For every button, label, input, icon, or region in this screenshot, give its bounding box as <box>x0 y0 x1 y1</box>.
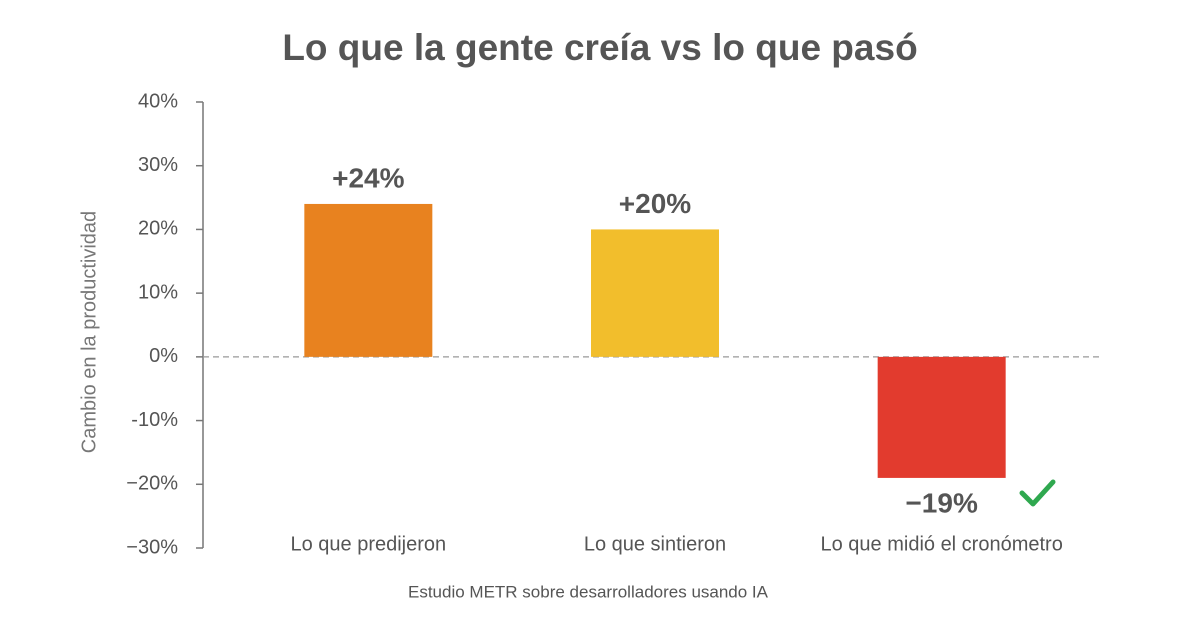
source-note: Estudio METR sobre desarrolladores usand… <box>408 582 769 601</box>
value-label: +20% <box>619 188 691 219</box>
y-axis-label: Cambio en la productividad <box>78 211 100 453</box>
x-tick-label: Lo que predijeron <box>290 533 446 555</box>
bar <box>877 356 1006 478</box>
value-label: −19% <box>905 487 977 518</box>
x-tick-label: Lo que sintieron <box>584 533 726 555</box>
y-tick-label: 30% <box>138 154 178 176</box>
y-tick-label: −30% <box>126 536 178 558</box>
y-tick-label: 40% <box>138 90 178 112</box>
y-tick-label: −20% <box>126 473 178 495</box>
x-tick-label: Lo que midió el cronómetro <box>820 533 1062 555</box>
bar <box>591 229 719 357</box>
y-tick-label: 20% <box>138 218 178 240</box>
chart-title: Lo que la gente creía vs lo que pasó <box>282 27 917 68</box>
value-label: +24% <box>332 162 404 193</box>
check-icon <box>1019 479 1056 507</box>
y-tick-label: 10% <box>138 281 178 303</box>
y-tick-label: 0% <box>149 345 178 367</box>
y-tick-label: -10% <box>131 409 178 431</box>
bar <box>304 203 433 357</box>
